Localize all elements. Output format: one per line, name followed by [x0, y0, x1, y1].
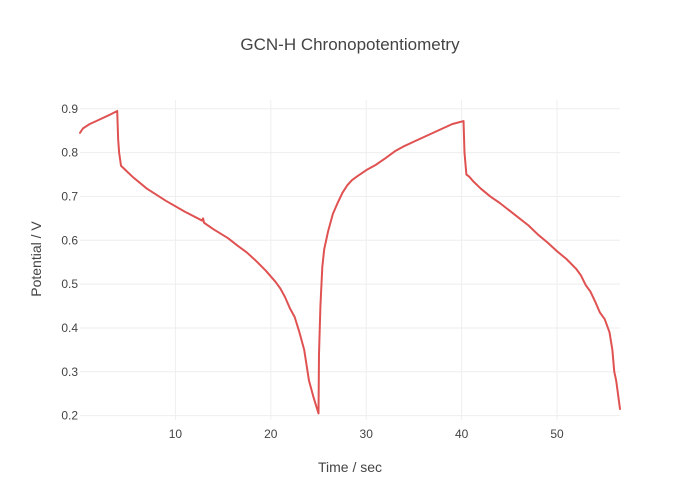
y-tick-label: 0.9 — [61, 102, 78, 116]
y-tick-label: 0.7 — [61, 189, 78, 203]
y-tick-label: 0.6 — [61, 233, 78, 247]
y-tick-label: 0.3 — [61, 365, 78, 379]
series-layer — [79, 109, 621, 415]
y-axis-title: Potential / V — [28, 221, 44, 297]
y-tick-label: 0.2 — [61, 409, 78, 423]
x-tick-label: 10 — [169, 427, 183, 441]
tick-layer: 10 20 30 40 50 0.2 0.3 0.4 0.5 0.6 0.7 0.8 0.9 — [61, 102, 564, 441]
y-tick-label: 0.5 — [61, 277, 78, 291]
series-line — [79, 109, 621, 415]
y-tick-label: 0.4 — [61, 321, 78, 335]
x-tick-label: 40 — [455, 427, 469, 441]
x-tick-label: 50 — [550, 427, 564, 441]
x-axis-title: Time / sec — [318, 459, 382, 475]
grid-layer — [80, 100, 620, 420]
chart-title: GCN-H Chronopotentiometry — [240, 35, 460, 54]
x-tick-label: 30 — [360, 427, 374, 441]
y-tick-label: 0.8 — [61, 146, 78, 160]
x-tick-label: 20 — [264, 427, 278, 441]
